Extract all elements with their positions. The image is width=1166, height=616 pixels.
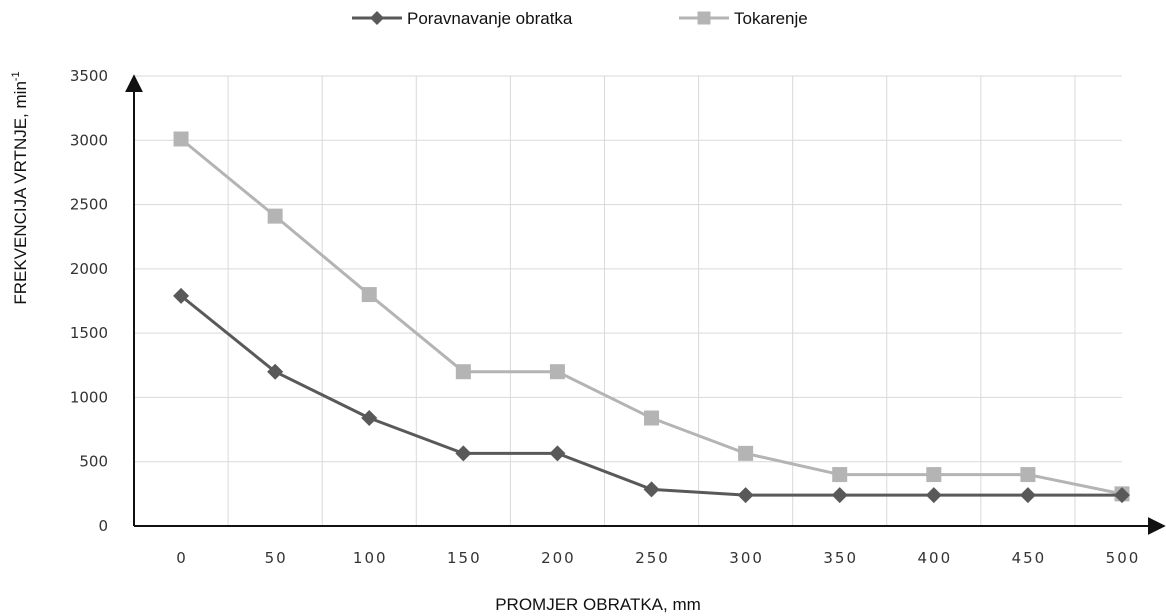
x-tick-label: 150 [447,549,482,567]
x-tick-label: 500 [1106,549,1141,567]
data-point-square [173,131,189,147]
data-point-diamond [455,445,472,462]
x-tick-label: 200 [541,549,576,567]
legend: Poravnavanje obratka Tokarenje [352,9,808,28]
data-point-diamond [643,481,660,498]
data-point-diamond [925,487,942,504]
legend-item: Tokarenje [679,9,808,28]
legend-swatch-diamond [370,11,384,25]
data-point-square [832,467,848,483]
y-tick-label: 2500 [70,196,108,214]
data-point-square [1020,467,1036,483]
data-point-square [644,410,660,426]
data-point-square [549,364,565,380]
data-point-square [361,287,377,303]
data-point-square [926,467,942,483]
data-point-square [455,364,471,380]
data-point-diamond [1019,487,1036,504]
y-tick-label: 1500 [70,324,108,342]
series-layer [173,131,1130,504]
series-tokarenje [173,131,1130,502]
y-axis-title-superscript: -1 [10,71,22,81]
gridlines [134,75,1122,526]
data-point-diamond [361,410,378,426]
x-axis-title: PROMJER OBRATKA, mm [495,595,701,614]
data-point-diamond [267,363,284,380]
y-tick-label: 3000 [70,131,108,149]
y-tick-label: 1000 [70,388,108,406]
x-tick-label: 100 [353,549,388,567]
y-tick-label: 2000 [70,260,108,278]
x-tick-label: 450 [1012,549,1047,567]
x-tick-label: 0 [176,549,188,567]
series-poravnavanje-obratka [173,287,1130,504]
legend-item: Poravnavanje obratka [352,9,573,28]
data-point-diamond [549,445,566,462]
y-axis-title-main: FREKVENCIJA VRTNJE, min [11,81,30,305]
y-tick-label: 0 [98,517,108,535]
data-point-diamond [831,487,848,504]
data-point-square [267,208,283,224]
data-point-diamond [1114,487,1130,504]
y-axis-title: FREKVENCIJA VRTNJE, min-1 [10,71,30,304]
x-tick-label: 250 [635,549,670,567]
x-tick-label: 400 [917,549,952,567]
x-tick-labels: 0 50 100 150 200 250 300 350 400 450 500 [176,549,1141,567]
legend-swatch-square [697,11,711,25]
data-point-diamond [173,287,190,304]
data-point-diamond [737,487,754,504]
y-tick-labels: 0 500 1000 1500 2000 2500 3000 3500 [70,67,108,535]
legend-label: Tokarenje [734,9,808,28]
x-tick-label: 300 [729,549,764,567]
x-tick-label: 50 [265,549,288,567]
x-tick-label: 350 [823,549,858,567]
y-tick-label: 3500 [70,67,108,85]
legend-label: Poravnavanje obratka [407,9,573,28]
y-tick-label: 500 [79,453,108,471]
data-point-square [738,445,754,461]
